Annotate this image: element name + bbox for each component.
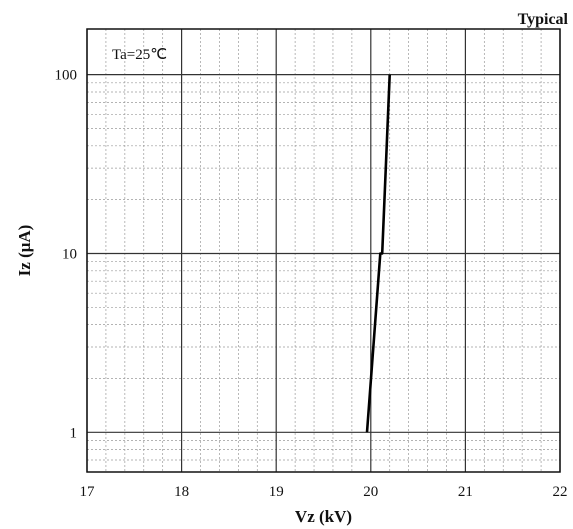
x-tick-label: 22 <box>553 484 568 500</box>
plot-frame <box>86 28 561 473</box>
x-tick-labels: 17 18 19 20 21 22 <box>80 484 568 500</box>
iz-vz-curve <box>365 74 391 433</box>
temperature-annotation: Ta=25℃ <box>112 47 167 63</box>
y-axis-title: Iz (μA) <box>15 225 34 277</box>
corner-label: Typical <box>518 11 569 28</box>
x-tick-label: 17 <box>80 484 96 500</box>
y-tick-label: 100 <box>55 68 78 84</box>
y-tick-labels: 1 10 100 <box>55 68 78 442</box>
y-tick-label: 1 <box>70 425 78 441</box>
y-tick-label: 10 <box>62 246 77 262</box>
grid <box>86 29 561 472</box>
x-axis-title: Vz (kV) <box>295 507 352 526</box>
x-tick-label: 19 <box>269 484 284 500</box>
x-tick-label: 21 <box>458 484 473 500</box>
series-layer <box>365 74 391 433</box>
x-tick-label: 20 <box>363 484 378 500</box>
x-tick-label: 18 <box>174 484 189 500</box>
